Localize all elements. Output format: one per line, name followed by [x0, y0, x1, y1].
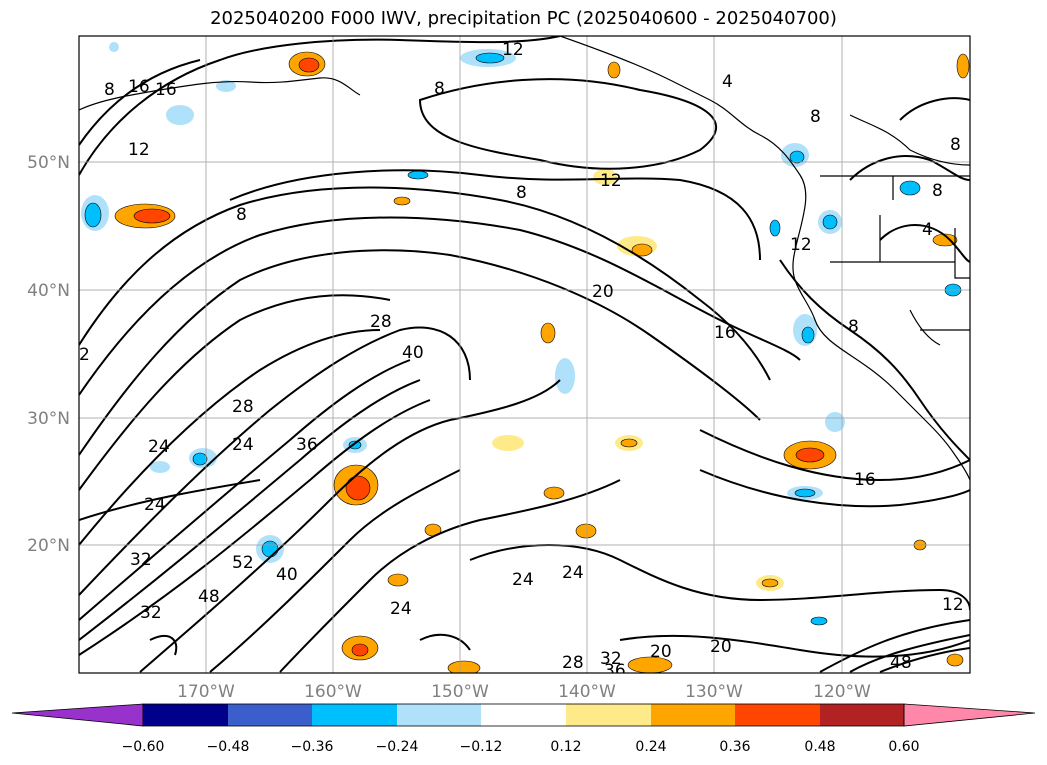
- contour-label: 8: [810, 107, 821, 127]
- lat-label: 50°N: [27, 153, 70, 173]
- precip-anomaly-fill: [81, 42, 970, 673]
- contour-label: 8: [104, 80, 115, 100]
- contour-label: 24: [390, 599, 412, 619]
- contour-label: 8: [236, 205, 247, 225]
- contour-label: 20: [710, 637, 732, 657]
- iwv-contour-lines: [79, 36, 970, 673]
- coastlines: [79, 36, 970, 481]
- contour-label: 12: [502, 40, 524, 60]
- contour-label: 20: [592, 282, 614, 302]
- contour-label: 24: [562, 563, 584, 583]
- contour-label: 32: [140, 603, 162, 623]
- colorbar-segment: [481, 704, 566, 726]
- map-panel: [79, 36, 970, 673]
- contour-label: 48: [198, 587, 220, 607]
- map-title: 2025040200 F000 IWV, precipitation PC (2…: [210, 8, 837, 29]
- contour-label: 8: [932, 181, 943, 201]
- contour-label: 16: [128, 77, 150, 97]
- contour-label: 28: [232, 397, 254, 417]
- graticule: [79, 36, 970, 673]
- lon-label: 160°W: [304, 682, 362, 702]
- colorbar-tick: 0.36: [719, 739, 750, 755]
- colorbar-extend-high: [903, 703, 1036, 727]
- contour-label: 24: [148, 437, 170, 457]
- contour-labels: 12 8 16 16 8 12 4 8 8 12 8 8 8 12 4 8 20…: [79, 40, 964, 681]
- contour-label: 12: [790, 235, 812, 255]
- contour-label: 28: [370, 312, 392, 332]
- contour-label: 32: [600, 649, 622, 669]
- lon-label: 140°W: [558, 682, 616, 702]
- contour-label: 16: [714, 323, 736, 343]
- contour-label: 40: [276, 565, 298, 585]
- colorbar: [11, 703, 1036, 727]
- contour-label: 8: [950, 135, 961, 155]
- contour-label: 12: [942, 595, 964, 615]
- contour-label: 8: [516, 183, 527, 203]
- map-frame: [78, 35, 971, 674]
- colorbar-segment: [228, 704, 312, 726]
- colorbar-segment: [397, 704, 481, 726]
- contour-label: 28: [562, 653, 584, 673]
- colorbar-segment: [651, 704, 735, 726]
- colorbar-segment: [566, 704, 651, 726]
- contour-label: 24: [144, 495, 166, 515]
- lon-label: 150°W: [431, 682, 489, 702]
- longitude-labels: 170°W 160°W 150°W 140°W 130°W 120°W: [177, 682, 871, 702]
- contour-label: 4: [722, 72, 733, 92]
- contour-label: 32: [130, 550, 152, 570]
- lat-label: 20°N: [27, 536, 70, 556]
- contour-label: 20: [650, 642, 672, 662]
- contour-label: 4: [922, 220, 933, 240]
- contour-label: 24: [232, 435, 254, 455]
- colorbar-tick: 0.24: [635, 739, 666, 755]
- contour-label: 52: [232, 553, 254, 573]
- contour-label: 12: [128, 140, 150, 160]
- lat-label: 40°N: [27, 281, 70, 301]
- lat-label: 30°N: [27, 409, 70, 429]
- colorbar-segment: [735, 704, 820, 726]
- colorbar-tick: −0.12: [460, 739, 503, 755]
- contour-label: 16: [155, 80, 177, 100]
- contour-label: 2: [79, 345, 90, 365]
- lon-label: 120°W: [813, 682, 871, 702]
- colorbar-segment: [143, 704, 228, 726]
- colorbar-tick: −0.24: [376, 739, 419, 755]
- contour-label: 12: [600, 171, 622, 191]
- contour-label: 24: [512, 570, 534, 590]
- colorbar-tick: −0.60: [122, 739, 165, 755]
- colorbar-tick: −0.48: [207, 739, 250, 755]
- colorbar-tick: −0.36: [291, 739, 334, 755]
- colorbar-tick: 0.60: [888, 739, 919, 755]
- colorbar-segment: [312, 704, 397, 726]
- contour-label: 8: [434, 79, 445, 99]
- contour-label: 48: [890, 653, 912, 673]
- lon-label: 130°W: [685, 682, 743, 702]
- colorbar-segment: [820, 704, 904, 726]
- lon-label: 170°W: [177, 682, 235, 702]
- contour-label: 36: [604, 661, 626, 681]
- contour-label: 16: [854, 470, 876, 490]
- colorbar-tick: 0.12: [550, 739, 581, 755]
- contour-label: 40: [402, 343, 424, 363]
- contour-label: 8: [848, 317, 859, 337]
- colorbar-tick-labels: −0.60 −0.48 −0.36 −0.24 −0.12 0.12 0.24 …: [122, 739, 920, 755]
- colorbar-extend-low: [11, 703, 144, 727]
- latitude-labels: 50°N 40°N 30°N 20°N: [27, 153, 70, 556]
- colorbar-tick: 0.48: [804, 739, 835, 755]
- contour-label: 36: [296, 435, 318, 455]
